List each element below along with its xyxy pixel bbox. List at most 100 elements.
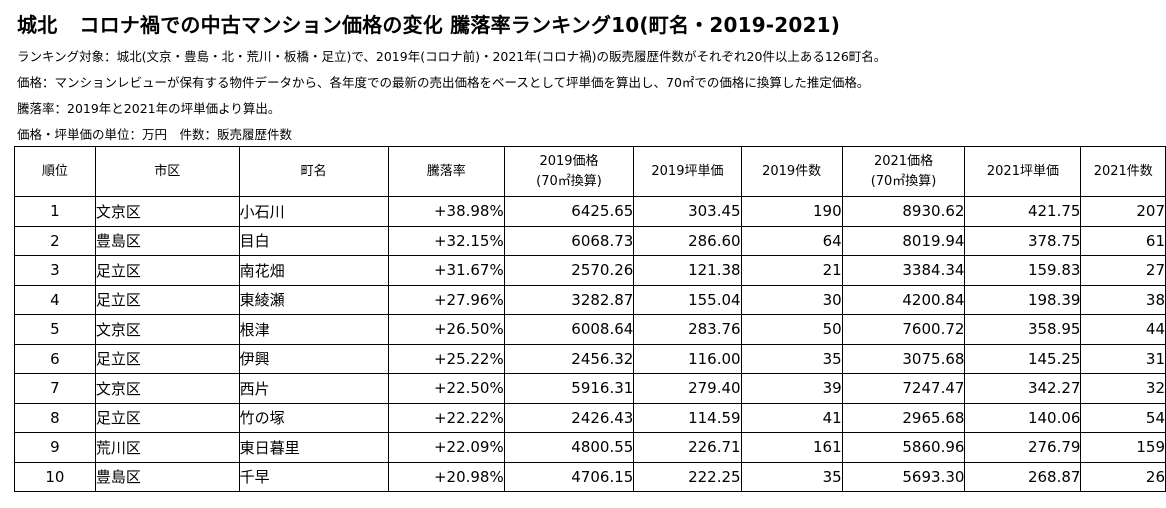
cell-tsubo-2021: 358.95 (964, 314, 1082, 345)
cell-count-2019: 30 (740, 284, 843, 315)
cell-rank: 3 (14, 255, 96, 286)
header-price-2021: 2021価格 (70㎡換算) (841, 146, 966, 197)
cell-rank: 7 (14, 373, 96, 404)
cell-tsubo-2021: 140.06 (964, 402, 1082, 433)
cell-price-2019: 6425.65 (503, 196, 635, 227)
cell-ward: 足立区 (94, 402, 240, 433)
cell-rank: 4 (14, 284, 96, 315)
ranking-table: 順位 市区 町名 騰落率 2019価格 (70㎡換算) 2019坪単価 2019件… (14, 146, 1166, 492)
header-change: 騰落率 (387, 146, 505, 197)
title-area: 城北 (17, 13, 58, 37)
cell-change: +22.50% (387, 373, 505, 404)
cell-count-2021: 31 (1080, 343, 1166, 374)
cell-change: +22.22% (387, 402, 505, 433)
table-row: 2 豊島区 目白 +32.15% 6068.73 286.60 64 8019.94 378.7… (14, 225, 1166, 256)
cell-price-2021: 7247.47 (841, 373, 966, 404)
cell-tsubo-2019: 114.59 (633, 402, 742, 433)
cell-ward: 足立区 (94, 284, 240, 315)
cell-price-2019: 2570.26 (503, 255, 635, 286)
cell-town: 東綾瀬 (238, 284, 389, 315)
cell-tsubo-2021: 198.39 (964, 284, 1082, 315)
cell-count-2021: 54 (1080, 402, 1166, 433)
cell-change: +20.98% (387, 461, 505, 492)
header-price-2019: 2019価格 (70㎡換算) (503, 146, 635, 197)
cell-tsubo-2021: 421.75 (964, 196, 1082, 227)
cell-count-2019: 64 (740, 225, 843, 256)
cell-price-2019: 6068.73 (503, 225, 635, 256)
cell-ward: 荒川区 (94, 432, 240, 463)
cell-count-2019: 35 (740, 461, 843, 492)
cell-price-2021: 3075.68 (841, 343, 966, 374)
cell-tsubo-2021: 276.79 (964, 432, 1082, 463)
cell-change: +26.50% (387, 314, 505, 345)
cell-town: 南花畑 (238, 255, 389, 286)
table-row: 9 荒川区 東日暮里 +22.09% 4800.55 226.71 161 5860.96 27… (14, 432, 1166, 463)
cell-count-2021: 159 (1080, 432, 1166, 463)
table-row: 6 足立区 伊興 +25.22% 2456.32 116.00 35 3075.68 145.2… (14, 343, 1166, 374)
cell-count-2021: 26 (1080, 461, 1166, 492)
header-town: 町名 (238, 146, 389, 197)
cell-town: 小石川 (238, 196, 389, 227)
cell-rank: 10 (14, 461, 96, 492)
cell-price-2019: 2456.32 (503, 343, 635, 374)
table-row: 7 文京区 西片 +22.50% 5916.31 279.40 39 7247.47 342.2… (14, 373, 1166, 404)
cell-rank: 1 (14, 196, 96, 227)
cell-rank: 5 (14, 314, 96, 345)
cell-price-2021: 8019.94 (841, 225, 966, 256)
cell-town: 千早 (238, 461, 389, 492)
cell-change: +31.67% (387, 255, 505, 286)
cell-price-2019: 4800.55 (503, 432, 635, 463)
cell-count-2019: 190 (740, 196, 843, 227)
cell-tsubo-2019: 303.45 (633, 196, 742, 227)
cell-count-2021: 27 (1080, 255, 1166, 286)
cell-count-2019: 39 (740, 373, 843, 404)
cell-tsubo-2019: 283.76 (633, 314, 742, 345)
cell-change: +38.98% (387, 196, 505, 227)
cell-town: 根津 (238, 314, 389, 345)
cell-count-2019: 35 (740, 343, 843, 374)
cell-price-2021: 2965.68 (841, 402, 966, 433)
cell-tsubo-2021: 378.75 (964, 225, 1082, 256)
cell-rank: 9 (14, 432, 96, 463)
cell-ward: 豊島区 (94, 461, 240, 492)
header-price-2019-line2: (70㎡換算) (536, 173, 602, 189)
cell-price-2019: 3282.87 (503, 284, 635, 315)
cell-price-2019: 2426.43 (503, 402, 635, 433)
cell-tsubo-2021: 145.25 (964, 343, 1082, 374)
cell-tsubo-2021: 342.27 (964, 373, 1082, 404)
cell-town: 竹の塚 (238, 402, 389, 433)
cell-count-2019: 50 (740, 314, 843, 345)
table-row: 3 足立区 南花畑 +31.67% 2570.26 121.38 21 3384.34 159.… (14, 255, 1166, 286)
cell-tsubo-2021: 268.87 (964, 461, 1082, 492)
cell-town: 西片 (238, 373, 389, 404)
table-row: 1 文京区 小石川 +38.98% 6425.65 303.45 190 8930.62 421… (14, 196, 1166, 227)
table-row: 5 文京区 根津 +26.50% 6008.64 283.76 50 7600.72 358.9… (14, 314, 1166, 345)
header-price-2021-line2: (70㎡換算) (870, 173, 937, 189)
cell-tsubo-2019: 155.04 (633, 284, 742, 315)
cell-count-2021: 44 (1080, 314, 1166, 345)
cell-price-2021: 5860.96 (841, 432, 966, 463)
cell-change: +32.15% (387, 225, 505, 256)
cell-ward: 文京区 (94, 373, 240, 404)
table-row: 8 足立区 竹の塚 +22.22% 2426.43 114.59 41 2965.68 140.… (14, 402, 1166, 433)
table-row: 10 豊島区 千早 +20.98% 4706.15 222.25 35 5693.30 268.… (14, 461, 1166, 492)
cell-count-2019: 41 (740, 402, 843, 433)
page-title: 城北 コロナ禍での中古マンション価格の変化 騰落率ランキング10(町名・2019-… (17, 9, 840, 38)
cell-tsubo-2019: 116.00 (633, 343, 742, 374)
cell-count-2021: 32 (1080, 373, 1166, 404)
cell-town: 伊興 (238, 343, 389, 374)
ranking-table-body: 1 文京区 小石川 +38.98% 6425.65 303.45 190 8930.62 421… (14, 196, 1166, 492)
header-tsubo-2021: 2021坪単価 (964, 146, 1082, 197)
cell-change: +27.96% (387, 284, 505, 315)
table-row: 4 足立区 東綾瀬 +27.96% 3282.87 155.04 30 4200.84 198.… (14, 284, 1166, 315)
cell-rank: 6 (14, 343, 96, 374)
cell-price-2021: 4200.84 (841, 284, 966, 315)
cell-count-2019: 161 (740, 432, 843, 463)
cell-tsubo-2019: 226.71 (633, 432, 742, 463)
cell-tsubo-2019: 222.25 (633, 461, 742, 492)
header-ward: 市区 (94, 146, 240, 197)
cell-tsubo-2019: 279.40 (633, 373, 742, 404)
cell-count-2021: 38 (1080, 284, 1166, 315)
header-price-2021-line1: 2021価格 (873, 153, 934, 169)
cell-price-2019: 4706.15 (503, 461, 635, 492)
